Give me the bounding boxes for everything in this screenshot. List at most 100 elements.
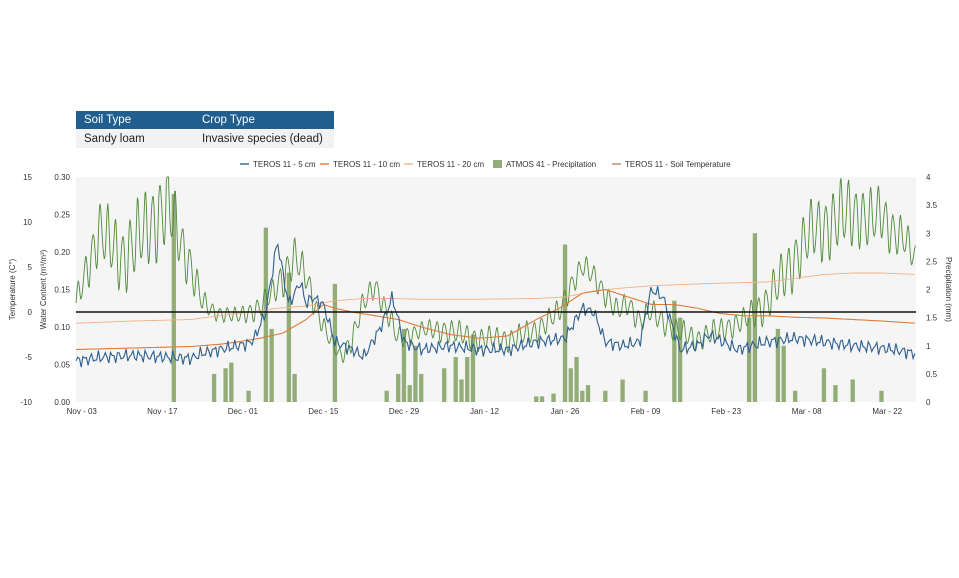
crop-type-value: Invasive species (dead) [194, 129, 334, 148]
soil-type-header: Soil Type [76, 111, 194, 129]
soil-moisture-chart: TEROS 11 - 5 cm TEROS 11 - 10 cm TEROS 11 … [8, 160, 953, 416]
precipitation-bar [746, 317, 752, 402]
legend-label: TEROS 11 - 10 cm [333, 160, 400, 169]
water-content-tick-label: 0.10 [54, 323, 70, 332]
precipitation-bar [850, 379, 855, 402]
precipitation-bar [442, 368, 447, 402]
soil-temperature-line [75, 176, 916, 364]
precipitation-bar [470, 334, 476, 402]
precipitation-bar [580, 390, 585, 402]
water-content-tick-label: 0.20 [54, 248, 70, 257]
precipitation-bar [401, 328, 407, 402]
water-content-tick-label: 0.00 [54, 398, 70, 407]
site-info-value-row: Sandy loam Invasive species (dead) [76, 129, 334, 148]
precipitation-bar [539, 396, 545, 402]
precipitation-tick-label: 1.5 [926, 314, 938, 323]
x-tick-label: Dec - 29 [389, 407, 420, 416]
water-content-lines [75, 243, 916, 368]
x-tick-label: Dec - 01 [228, 407, 259, 416]
precipitation-tick-label: 0.5 [926, 370, 938, 379]
precipitation-bar [269, 328, 274, 402]
precipitation-tick-label: 2.5 [926, 257, 938, 266]
temperature-tick-label: 0 [28, 308, 33, 317]
legend-swatch-4 [493, 160, 502, 168]
water-content-axis-label: Water Content (m³/m³) [39, 249, 48, 329]
precipitation-bar [211, 373, 217, 402]
precipitation-bar [643, 390, 648, 402]
precipitation-bar [833, 385, 838, 402]
precipitation-tick-label: 4 [926, 173, 931, 182]
precipitation-bar [821, 368, 827, 402]
precipitation-bar [419, 373, 424, 402]
legend-label: TEROS 11 - 20 cm [417, 160, 484, 169]
precipitation-bar [793, 390, 798, 402]
x-tick-label: Nov - 17 [147, 407, 178, 416]
precipitation-tick-label: 0 [926, 398, 931, 407]
precipitation-bar [413, 345, 418, 402]
precipitation-bar [879, 390, 884, 402]
precipitation-tick-label: 1 [926, 342, 931, 351]
x-tick-label: Jan - 12 [470, 407, 499, 416]
temperature-tick-label: 15 [23, 173, 32, 182]
chart-legend: TEROS 11 - 5 cm TEROS 11 - 10 cm TEROS 11 … [240, 160, 731, 169]
precipitation-bar [384, 390, 389, 402]
water-content-line-10cm [76, 289, 915, 351]
precipitation-bar [229, 362, 234, 402]
precipitation-tick-label: 3.5 [926, 201, 938, 210]
temperature-tick-label: -10 [20, 398, 32, 407]
precipitation-bar [781, 345, 786, 402]
precipitation-bar [574, 357, 579, 402]
precipitation-bar [568, 368, 573, 402]
crop-type-header: Crop Type [194, 111, 334, 129]
precipitation-bar [171, 193, 176, 402]
temperature-axis-label: Temperature (C°) [8, 258, 17, 320]
soil-type-value: Sandy loam [76, 129, 194, 148]
precipitation-tick-label: 2 [926, 286, 931, 295]
site-info-table: Soil Type Crop Type Sandy loam Invasive … [76, 111, 334, 148]
temperature-tick-label: -5 [25, 353, 33, 362]
precipitation-bars [171, 193, 884, 402]
temperature-tick-label: 10 [23, 218, 32, 227]
precipitation-bar [286, 272, 292, 402]
precipitation-bar [292, 373, 297, 402]
soil-temperature-layer [75, 176, 916, 364]
chart-axes: 151050-5-100.300.250.200.150.100.050.004… [20, 173, 937, 416]
water-content-tick-label: 0.15 [54, 286, 70, 295]
x-tick-label: Dec - 15 [308, 407, 339, 416]
precipitation-bar [246, 390, 251, 402]
water-content-tick-label: 0.30 [54, 173, 70, 182]
x-tick-label: Nov - 03 [67, 407, 98, 416]
precipitation-bar [585, 385, 591, 402]
precipitation-bar [562, 244, 568, 402]
legend-label: TEROS 11 - Soil Temperature [625, 160, 731, 169]
precipitation-bar [534, 396, 539, 402]
temperature-tick-label: 5 [28, 263, 33, 272]
precipitation-bar [407, 385, 412, 402]
precipitation-bar [677, 317, 683, 402]
water-content-tick-label: 0.25 [54, 211, 70, 220]
x-tick-label: Jan - 26 [551, 407, 580, 416]
precipitation-bar [620, 379, 625, 402]
site-info-header-row: Soil Type Crop Type [76, 111, 334, 129]
precipitation-bar [465, 357, 470, 402]
x-tick-label: Feb - 23 [711, 407, 741, 416]
water-content-line-5cm [75, 243, 916, 368]
precipitation-bar [223, 368, 228, 402]
water-content-tick-label: 0.05 [54, 361, 70, 370]
precipitation-bar [672, 300, 677, 402]
legend-label: TEROS 11 - 5 cm [253, 160, 316, 169]
precipitation-bar [459, 379, 464, 402]
precipitation-bar [752, 233, 758, 402]
x-tick-label: Feb - 09 [631, 407, 661, 416]
plot-area [76, 177, 916, 402]
x-tick-label: Mar - 08 [792, 407, 822, 416]
precipitation-axis-label: Precipitation (mm) [944, 257, 953, 322]
precipitation-bar [603, 390, 608, 402]
x-tick-label: Mar - 22 [872, 407, 902, 416]
water-content-line-20cm [75, 272, 915, 324]
precipitation-tick-label: 3 [926, 229, 931, 238]
precipitation-bar [396, 373, 401, 402]
precipitation-bar [453, 357, 458, 402]
precipitation-bar [775, 328, 781, 402]
legend-label: ATMOS 41 - Precipitation [506, 160, 596, 169]
